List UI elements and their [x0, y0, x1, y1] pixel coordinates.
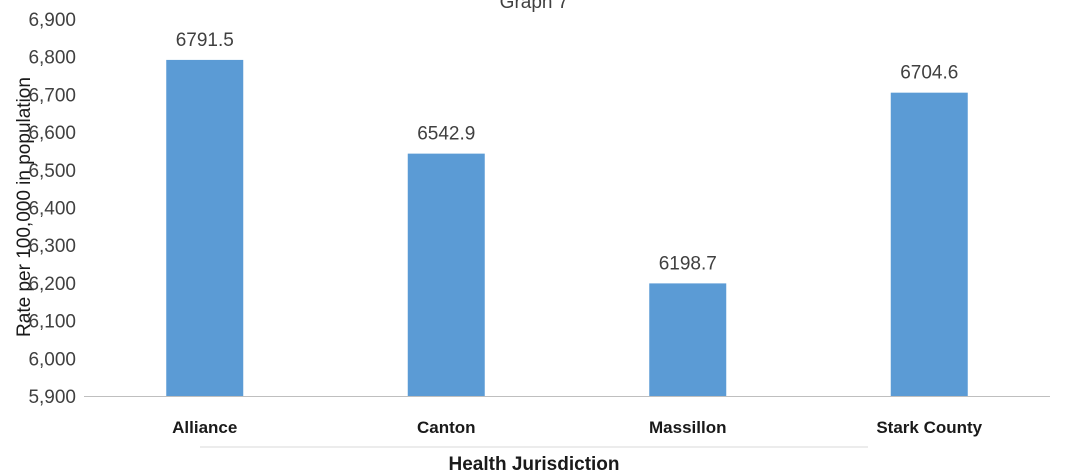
data-label: 6542.9	[417, 124, 475, 145]
y-tick-label: 6,000	[28, 349, 76, 370]
bars	[166, 59, 968, 396]
x-axis-title: Health Jurisdiction	[448, 454, 619, 474]
y-tick-label: 6,200	[28, 274, 76, 295]
y-tick-label: 6,300	[28, 236, 76, 257]
bar	[166, 59, 244, 396]
y-tick-label: 6,600	[28, 123, 76, 144]
y-tick-label: 6,100	[28, 312, 76, 333]
data-labels: 6791.5 6542.9 6198.7 6704.6	[176, 30, 959, 274]
bar	[649, 283, 727, 396]
x-axis-ticks: Alliance Canton Massillon Stark County	[172, 418, 983, 437]
data-label: 6791.5	[176, 30, 234, 51]
x-tick-label: Alliance	[172, 418, 237, 437]
bar	[890, 92, 968, 396]
data-label: 6704.6	[900, 63, 958, 84]
y-axis-title: Rate per 100,000 in population	[14, 77, 35, 337]
y-tick-label: 6,800	[28, 48, 76, 69]
y-tick-label: 6,500	[28, 161, 76, 182]
x-tick-label: Massillon	[649, 418, 726, 437]
y-tick-label: 5,900	[28, 387, 76, 408]
bar	[407, 153, 485, 396]
x-tick-label: Stark County	[876, 418, 982, 437]
x-tick-label: Canton	[417, 418, 476, 437]
data-label: 6198.7	[659, 253, 717, 274]
y-axis-ticks: 5,900 6,000 6,100 6,200 6,300 6,400 6,500 6,600…	[28, 10, 76, 408]
y-tick-label: 6,900	[28, 10, 76, 31]
y-tick-label: 6,700	[28, 85, 76, 106]
y-tick-label: 6,400	[28, 199, 76, 220]
chart-title: Graph 7	[500, 0, 569, 13]
